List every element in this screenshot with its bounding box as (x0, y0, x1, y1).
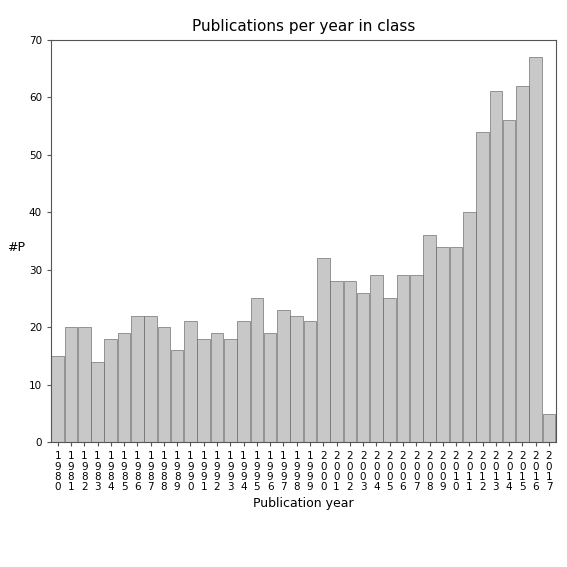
Bar (317, 258, 329, 442)
Bar (264, 333, 277, 442)
Bar (357, 293, 370, 442)
Bar (78, 327, 91, 442)
Bar (211, 333, 223, 442)
Bar (423, 235, 436, 442)
Bar (118, 333, 130, 442)
Bar (145, 316, 157, 442)
Bar (104, 338, 117, 442)
Bar (158, 327, 170, 442)
Bar (530, 57, 542, 442)
Bar (251, 298, 263, 442)
Bar (171, 350, 184, 442)
Bar (184, 321, 197, 442)
Bar (330, 281, 343, 442)
Bar (91, 362, 104, 442)
Bar (304, 321, 316, 442)
Bar (450, 247, 462, 442)
Bar (290, 316, 303, 442)
Bar (543, 413, 555, 442)
Bar (516, 86, 529, 442)
Title: Publications per year in class: Publications per year in class (192, 19, 415, 35)
Bar (410, 276, 422, 442)
Bar (370, 276, 383, 442)
Bar (437, 247, 449, 442)
Bar (52, 356, 64, 442)
Bar (463, 212, 476, 442)
Bar (476, 132, 489, 442)
Bar (237, 321, 250, 442)
Bar (224, 338, 236, 442)
Bar (131, 316, 143, 442)
Bar (344, 281, 356, 442)
Bar (197, 338, 210, 442)
Bar (65, 327, 77, 442)
Bar (383, 298, 396, 442)
Y-axis label: #P: #P (7, 241, 25, 254)
Bar (397, 276, 409, 442)
Bar (277, 310, 290, 442)
Bar (503, 120, 515, 442)
X-axis label: Publication year: Publication year (253, 497, 354, 510)
Bar (489, 91, 502, 442)
